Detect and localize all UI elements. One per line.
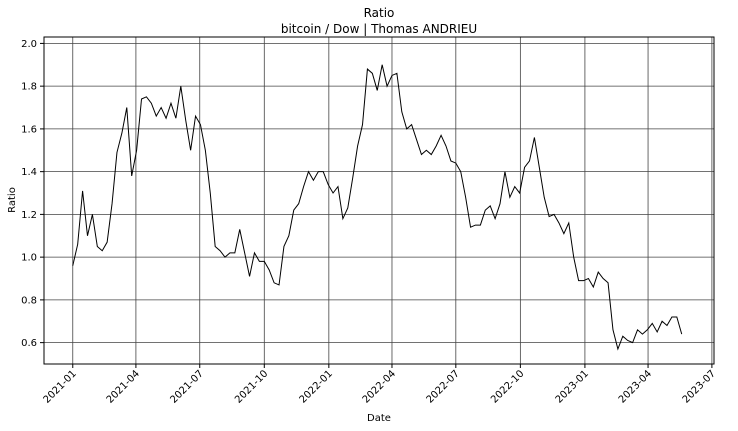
- y-tick-label: 0.6: [21, 338, 37, 349]
- x-axis-label: Date: [367, 413, 391, 424]
- y-tick-label: 1.6: [21, 124, 37, 135]
- y-tick-label: 0.8: [21, 295, 37, 306]
- plot-frame: [43, 36, 715, 365]
- y-tick-label: 1.0: [21, 253, 37, 264]
- y-tick-label: 1.2: [21, 210, 37, 221]
- y-tick-label: 1.4: [21, 167, 37, 178]
- y-axis-label: Ratio: [7, 187, 18, 213]
- chart-title: Ratio: [364, 6, 395, 20]
- series-line: [72, 64, 683, 351]
- chart-subtitle: bitcoin / Dow | Thomas ANDRIEU: [281, 22, 477, 36]
- y-tick-label: 2.0: [21, 39, 37, 50]
- y-tick-label: 1.8: [21, 82, 37, 93]
